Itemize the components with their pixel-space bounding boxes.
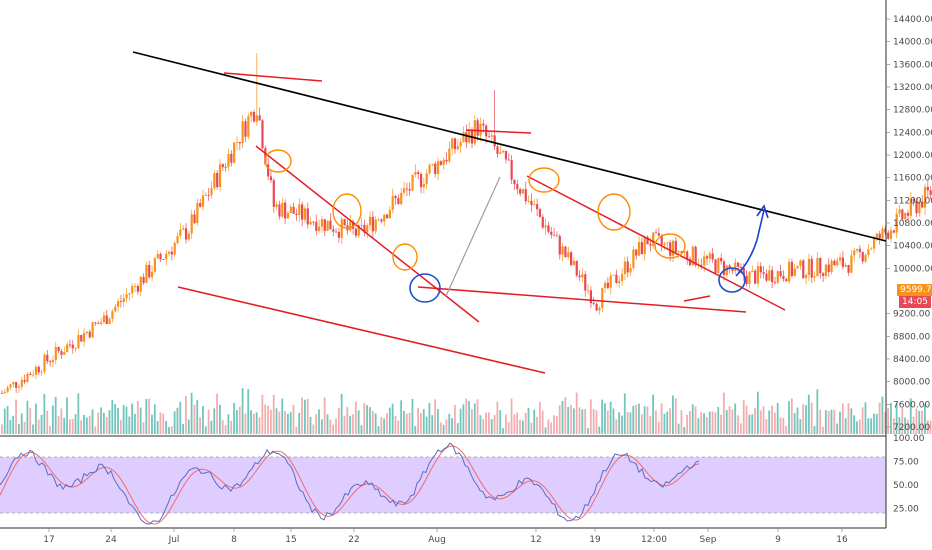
orange-circle[interactable] xyxy=(528,167,560,193)
time-tick-label: 9 xyxy=(775,535,781,545)
price-axis[interactable]: 14400.00 14000.00 13600.00 13200.00 12800.00… xyxy=(885,0,932,528)
price-tick-label: 10000.00 xyxy=(893,264,932,274)
black-resistance-line[interactable] xyxy=(132,51,887,242)
grey-connector-line[interactable] xyxy=(445,176,501,297)
annotations xyxy=(264,149,746,303)
time-tick-label: 22 xyxy=(348,535,359,545)
price-tick-label: 13600.00 xyxy=(893,60,932,70)
rsi-tick-label: 25.00 xyxy=(893,504,919,514)
rsi-tick-label: 50.00 xyxy=(893,481,919,491)
price-tick-label: 12000.00 xyxy=(893,151,932,161)
red-descending-upper[interactable] xyxy=(255,145,480,323)
time-tick-label: 16 xyxy=(836,535,848,545)
orange-circle[interactable] xyxy=(332,193,362,229)
price-tick-label: 14400.00 xyxy=(893,15,932,25)
time-tick-label: Aug xyxy=(428,535,446,545)
rsi-signal-line xyxy=(0,445,700,525)
price-pane[interactable] xyxy=(0,0,932,436)
trendlines xyxy=(132,51,887,374)
orange-circle[interactable] xyxy=(392,243,418,271)
price-tick-label: 12800.00 xyxy=(893,106,932,116)
price-tick-label: 9200.00 xyxy=(893,310,930,320)
orange-circle[interactable] xyxy=(597,193,631,231)
price-tick-label: 13200.00 xyxy=(893,83,932,93)
orange-circle[interactable] xyxy=(264,149,292,173)
blue-circle[interactable] xyxy=(409,273,441,303)
volume-bars xyxy=(1,388,932,434)
price-tick-label: 11600.00 xyxy=(893,174,932,184)
rsi-axis: 100.00 75.00 50.00 25.00 xyxy=(893,434,925,514)
rsi-tick-label: 100.00 xyxy=(893,434,925,444)
price-tick-label: 8800.00 xyxy=(893,332,930,342)
red-support-line[interactable] xyxy=(417,286,747,313)
time-tick-label: 24 xyxy=(105,535,117,545)
price-tick-label: 8000.00 xyxy=(893,378,930,388)
price-tick-label: 8400.00 xyxy=(893,355,930,365)
time-tick-label: 19 xyxy=(589,535,601,545)
time-tick-label: 8 xyxy=(231,535,237,545)
time-tick-label: Jul xyxy=(168,535,180,545)
price-tick-label: 10800.00 xyxy=(893,219,932,229)
time-tick-label: 15 xyxy=(285,535,296,545)
price-tick-label: 12400.00 xyxy=(893,128,932,138)
rsi-line xyxy=(0,442,700,525)
red-line-top-short[interactable] xyxy=(223,72,323,82)
rsi-band xyxy=(0,457,886,513)
price-tick-label: 10400.00 xyxy=(893,242,932,252)
rsi-pane[interactable] xyxy=(0,435,886,525)
countdown-tag: 14:05 xyxy=(899,296,931,308)
red-channel-lower[interactable] xyxy=(177,286,546,374)
time-tick-label: 12:00 xyxy=(641,535,667,545)
time-axis[interactable]: 17 24 Jul 8 15 22 Aug 12 19 12:00 Sep 9 16 xyxy=(0,527,886,545)
red-line-top-short-2[interactable] xyxy=(465,129,532,134)
current-price-tag: 9599.71 xyxy=(897,284,932,296)
price-tick-label: 14000.00 xyxy=(893,38,932,48)
red-short-bottom[interactable] xyxy=(683,295,711,302)
time-tick-label: Sep xyxy=(700,535,717,545)
rsi-tick-label: 75.00 xyxy=(893,458,919,468)
orange-circle[interactable] xyxy=(654,233,686,259)
time-tick-label: 12 xyxy=(530,535,541,545)
price-tick-label: 7600.00 xyxy=(893,400,930,410)
blue-arrow xyxy=(735,204,769,277)
price-tick-label: 7200.00 xyxy=(893,423,930,433)
blue-circle[interactable] xyxy=(718,267,746,293)
price-tick-label: 11200.00 xyxy=(893,196,932,206)
time-tick-label: 17 xyxy=(43,535,54,545)
